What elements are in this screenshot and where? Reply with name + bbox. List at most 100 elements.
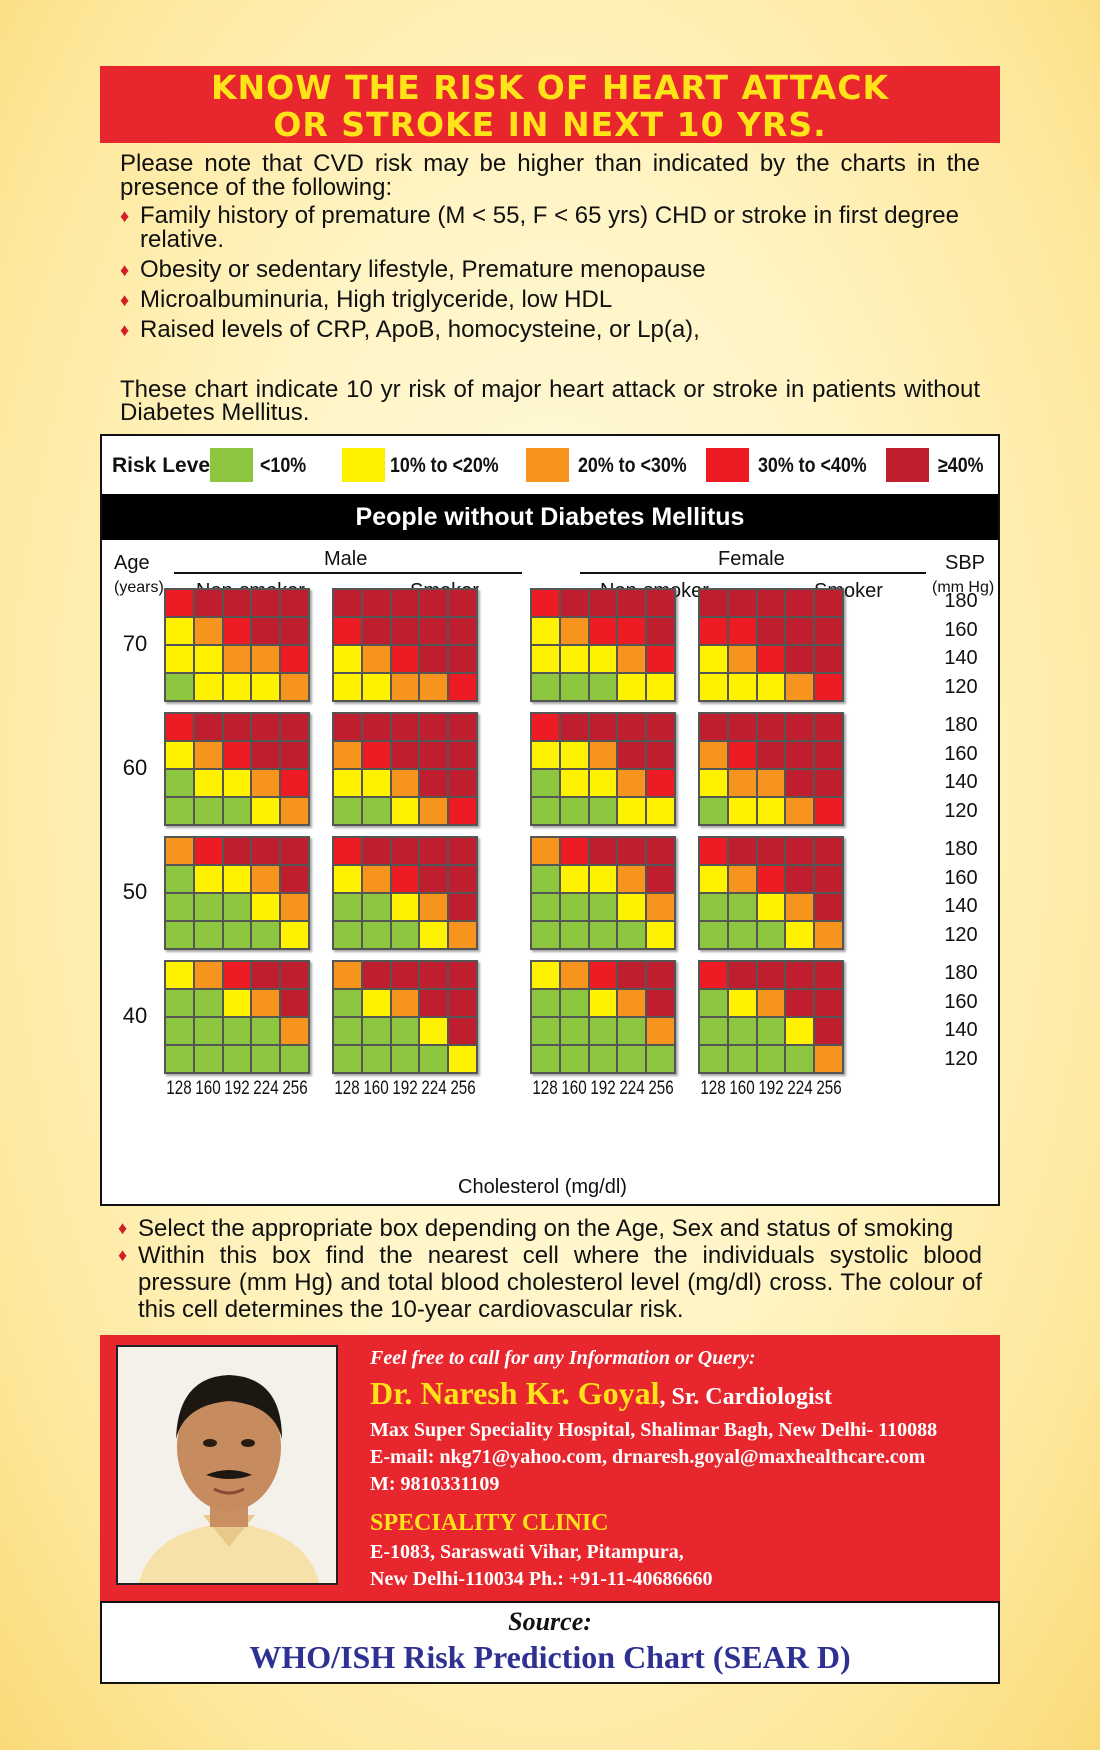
risk-cell xyxy=(728,674,756,700)
sbp-tick-label: 120 xyxy=(944,799,978,822)
risk-cell xyxy=(362,590,390,616)
risk-cell xyxy=(252,742,280,768)
risk-cell xyxy=(391,742,419,768)
risk-cell xyxy=(281,922,308,948)
risk-cell xyxy=(252,590,280,616)
risk-cell xyxy=(757,990,785,1016)
risk-grid-male-smoker-50 xyxy=(332,836,478,950)
diamond-bullet-icon: ♦ xyxy=(120,320,130,340)
risk-cell xyxy=(194,1046,222,1072)
risk-cell xyxy=(532,1018,559,1044)
risk-cell xyxy=(334,838,361,864)
risk-cell xyxy=(786,714,814,740)
risk-cell xyxy=(194,894,222,920)
risk-cell xyxy=(560,990,588,1016)
list-item-text: Microalbuminuria, High triglyceride, low… xyxy=(140,286,613,313)
risk-cell xyxy=(589,1046,617,1072)
risk-cell xyxy=(728,618,756,644)
risk-cell xyxy=(757,590,785,616)
instructions: ♦ Select the appropriate box depending on… xyxy=(118,1215,982,1323)
cholesterol-tick-label: 256 xyxy=(648,1078,675,1099)
risk-cell xyxy=(391,714,419,740)
risk-cell xyxy=(618,1018,646,1044)
risk-cell xyxy=(166,714,193,740)
cholesterol-tick-label: 256 xyxy=(450,1078,477,1099)
risk-cell xyxy=(647,770,674,796)
risk-cell xyxy=(166,742,193,768)
risk-cell xyxy=(700,962,727,988)
headline-banner: KNOW THE RISK OF HEART ATTACK OR STROKE … xyxy=(100,66,1000,143)
cholesterol-tick-label: 192 xyxy=(590,1078,616,1099)
risk-cell xyxy=(362,646,390,672)
risk-cell xyxy=(700,674,727,700)
risk-cell xyxy=(420,1018,448,1044)
risk-cell xyxy=(252,798,280,824)
legend-text: 30% to <40% xyxy=(758,454,867,477)
risk-cell xyxy=(252,838,280,864)
risk-cell xyxy=(647,1046,674,1072)
sbp-tick-label: 140 xyxy=(944,771,978,793)
sbp-tick-label: 140 xyxy=(944,1019,978,1041)
risk-cell xyxy=(647,962,674,988)
risk-cell xyxy=(252,646,280,672)
cholesterol-axis-label: Cholesterol (mg/dl) xyxy=(458,1176,627,1198)
risk-cell xyxy=(362,894,390,920)
risk-cell xyxy=(728,646,756,672)
legend-swatch xyxy=(342,448,385,482)
list-item: ♦ Microalbuminuria, High triglyceride, lo… xyxy=(120,288,980,312)
age-label: 50 xyxy=(122,879,148,904)
cholesterol-tick-label: 160 xyxy=(729,1078,755,1099)
mobile-line[interactable]: M: 9810331109 xyxy=(370,1473,500,1495)
list-item: ♦ Raised levels of CRP, ApoB, homocystein… xyxy=(120,318,980,342)
risk-cell xyxy=(589,770,617,796)
risk-cell xyxy=(815,770,842,796)
cholesterol-tick-label: 160 xyxy=(363,1078,389,1099)
sbp-tick-label: 180 xyxy=(944,838,978,860)
intro-lead: Please note that CVD risk may be higher … xyxy=(120,150,980,201)
risk-cell xyxy=(194,798,222,824)
risk-cell xyxy=(194,742,222,768)
risk-cell xyxy=(252,922,280,948)
cholesterol-tick-label: 224 xyxy=(253,1078,279,1099)
doctor-name: Dr. Naresh Kr. Goyal xyxy=(370,1375,660,1411)
doctor-photo xyxy=(116,1345,338,1585)
risk-cell xyxy=(647,866,674,892)
risk-cell xyxy=(700,618,727,644)
legend-swatch xyxy=(210,448,253,482)
legend-text: ≥40% xyxy=(938,454,984,477)
sbp-tick-label: 120 xyxy=(944,923,978,946)
risk-cell xyxy=(391,770,419,796)
risk-cell xyxy=(252,674,280,700)
risk-cell xyxy=(391,674,419,700)
diamond-bullet-icon: ♦ xyxy=(118,1218,128,1238)
risk-cell xyxy=(391,1046,419,1072)
risk-cell xyxy=(420,798,448,824)
risk-cell xyxy=(560,714,588,740)
risk-cell xyxy=(420,742,448,768)
risk-cell xyxy=(362,866,390,892)
risk-cell xyxy=(786,646,814,672)
risk-cell xyxy=(362,714,390,740)
risk-cell xyxy=(700,838,727,864)
risk-cell xyxy=(334,922,361,948)
risk-cell xyxy=(618,742,646,768)
risk-cell xyxy=(449,922,476,948)
risk-cell xyxy=(223,1046,251,1072)
cholesterol-tick-label: 128 xyxy=(699,1078,726,1099)
risk-cell xyxy=(166,922,193,948)
risk-cell xyxy=(449,590,476,616)
risk-cell xyxy=(532,838,559,864)
risk-grid-female-smoker-60 xyxy=(698,712,844,826)
risk-cell xyxy=(560,798,588,824)
cholesterol-tick-label: 160 xyxy=(195,1078,221,1099)
risk-cell xyxy=(362,922,390,948)
risk-grid-male-smoker-60 xyxy=(332,712,478,826)
risk-cell xyxy=(728,1046,756,1072)
clinic-heading: SPECIALITY CLINIC xyxy=(370,1510,609,1536)
risk-cell xyxy=(281,646,308,672)
risk-cell xyxy=(166,618,193,644)
risk-cell xyxy=(647,618,674,644)
email-line[interactable]: E-mail: nkg71@yahoo.com, drnaresh.goyal@… xyxy=(370,1446,926,1468)
risk-cell xyxy=(532,866,559,892)
risk-cell xyxy=(757,962,785,988)
